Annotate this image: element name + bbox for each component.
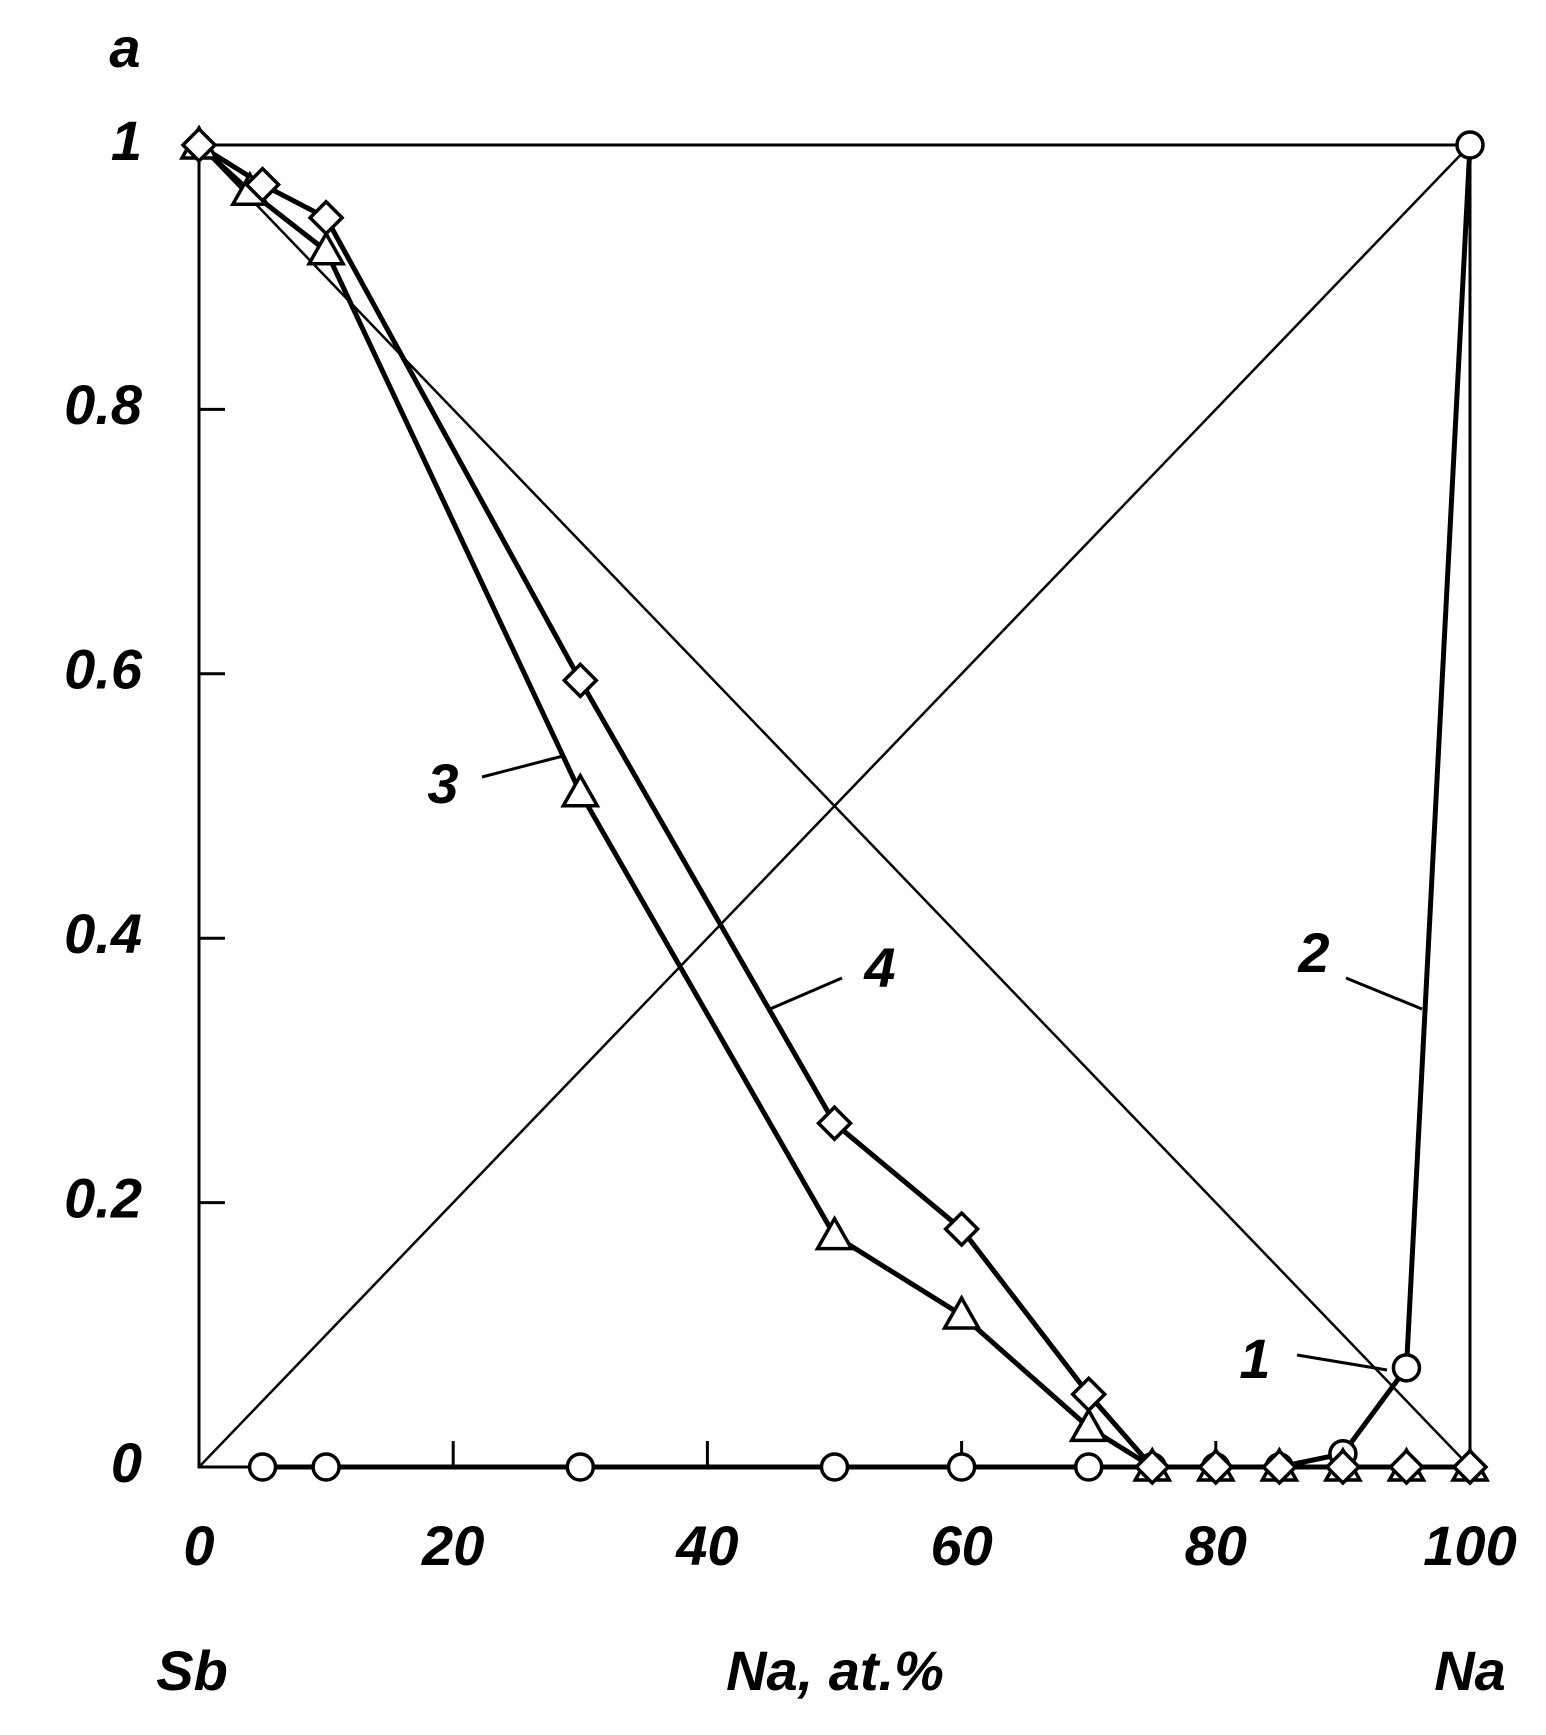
triangle-marker [1068, 1406, 1109, 1443]
y-tick-label: 1 [111, 109, 142, 172]
triangle-marker [941, 1294, 982, 1330]
x-tick-label: 20 [421, 1514, 484, 1577]
diamond-marker [1070, 1375, 1108, 1413]
diamond-marker [1133, 1448, 1171, 1486]
diamond-marker [816, 1104, 853, 1142]
diamond-marker [943, 1210, 981, 1248]
reference-line [198, 144, 1471, 1468]
leader-line [1345, 976, 1423, 1011]
leader-line [481, 754, 564, 779]
diamond-marker [1197, 1448, 1235, 1486]
y-tick-label: 0.8 [64, 373, 143, 436]
circle-marker [565, 1452, 596, 1482]
circle-marker [1391, 1353, 1422, 1383]
circle-marker [946, 1452, 977, 1482]
x-axis-title: Na, at.% [726, 1639, 944, 1702]
y-tick-label: 0.6 [64, 638, 143, 701]
x-tick-label: 0 [183, 1514, 214, 1577]
diamond-marker [244, 166, 282, 204]
curve-label: 1 [1239, 1327, 1270, 1390]
x-tick-label: 60 [930, 1514, 992, 1577]
x-tick-label: 80 [1185, 1514, 1247, 1577]
x-left-label: Sb [156, 1639, 228, 1702]
curve-label: 4 [863, 936, 895, 999]
y-tick-label: 0 [111, 1431, 142, 1494]
triangle-marker [560, 772, 601, 808]
triangle-marker [814, 1215, 855, 1251]
diamond-marker [1260, 1448, 1298, 1486]
diamond-marker [561, 661, 599, 699]
diamond-marker [307, 199, 345, 237]
circle-marker [1455, 130, 1485, 160]
circle-marker [247, 1452, 278, 1482]
y-tick-label: 0.4 [64, 902, 142, 965]
series-line [262, 144, 1473, 1470]
x-right-label: Na [1434, 1639, 1506, 1702]
circle-marker [311, 1452, 341, 1482]
diamond-marker [1451, 1448, 1489, 1486]
circle-marker [819, 1452, 850, 1482]
x-tick-label: 40 [675, 1514, 738, 1577]
triangle-marker [306, 230, 347, 266]
leader-line [769, 976, 843, 1011]
diamond-marker [1387, 1448, 1425, 1486]
diamond-marker [180, 126, 218, 164]
circle-marker [1073, 1452, 1104, 1482]
diamond-marker [1324, 1448, 1362, 1486]
y-tick-label: 0.2 [64, 1166, 142, 1229]
x-tick-label: 100 [1423, 1514, 1516, 1577]
curve-label: 2 [1297, 921, 1329, 984]
panel-label: a [109, 16, 140, 79]
leader-line [1296, 1353, 1388, 1372]
curve-label: 3 [427, 752, 458, 815]
